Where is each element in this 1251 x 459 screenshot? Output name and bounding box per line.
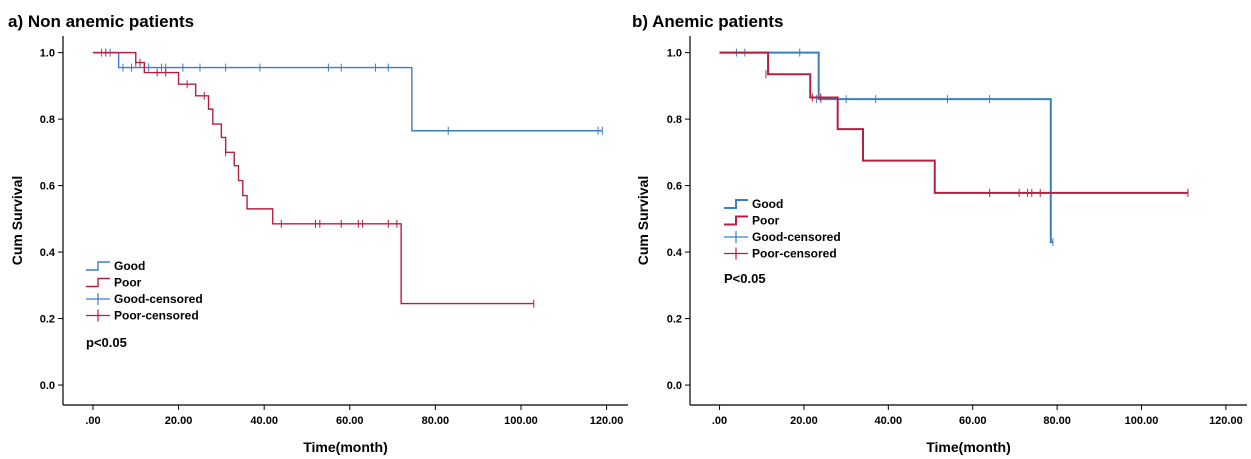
- panel-non-anemic: a) Non anemic patients 0.0 0.2 0.4 0.6 0.8 1.0…: [8, 12, 628, 455]
- series-line-good: [92, 51, 603, 132]
- legend-label: Good: [114, 259, 145, 273]
- legend-swatch: [86, 277, 110, 288]
- legend-swatch: [724, 215, 748, 226]
- p-value-annotation: P<0.05: [724, 271, 766, 286]
- legend-swatch: [724, 199, 748, 209]
- x-tick-label: 60.00: [959, 415, 987, 427]
- legend-label: Good-censored: [752, 230, 841, 244]
- chart-title: b) Anemic patients: [632, 12, 783, 31]
- y-tick-label: 0.4: [667, 247, 683, 259]
- panel-anemic: b) Anemic patients 0.0 0.2 0.4 0.6 0.8 1.0 .00 2…: [632, 12, 1247, 455]
- x-tick-label: 60.00: [336, 415, 364, 427]
- x-axis-label: Time(month): [303, 439, 388, 455]
- series-line-poor: [92, 51, 534, 305]
- legend-label: Poor: [752, 214, 780, 228]
- y-axis-label: Cum Survival: [9, 176, 25, 265]
- chart-title: a) Non anemic patients: [8, 12, 194, 31]
- x-tick-label: 20.00: [165, 415, 193, 427]
- x-tick-label: 100.00: [1125, 415, 1159, 427]
- y-tick-label: 0.0: [667, 380, 682, 392]
- y-tick-label: 1.0: [667, 48, 682, 60]
- x-tick-label: 100.00: [504, 415, 538, 427]
- legend-label: Good: [752, 197, 783, 211]
- y-tick-label: 0.6: [40, 181, 55, 193]
- legend-swatch: [86, 261, 110, 271]
- legend-label: Good-censored: [114, 292, 203, 306]
- x-axis-label: Time(month): [926, 439, 1011, 455]
- y-tick-label: 0.0: [40, 380, 55, 392]
- y-tick-label: 0.2: [667, 314, 682, 326]
- y-tick-label: 0.8: [667, 114, 682, 126]
- y-tick-label: 0.4: [40, 247, 56, 259]
- x-tick-label: 40.00: [875, 415, 903, 427]
- y-tick-label: 1.0: [40, 48, 55, 60]
- legend-label: Poor: [114, 276, 142, 290]
- x-tick-label: 20.00: [790, 415, 818, 427]
- x-tick-label: 80.00: [422, 415, 450, 427]
- x-tick-label: 80.00: [1043, 415, 1071, 427]
- series-line-good: [719, 51, 1053, 244]
- legend-label: Poor-censored: [752, 247, 837, 261]
- y-tick-label: 0.6: [667, 181, 682, 193]
- legend-label: Poor-censored: [114, 309, 199, 323]
- x-tick-label: .00: [712, 415, 727, 427]
- x-tick-label: 40.00: [250, 415, 278, 427]
- y-tick-label: 0.8: [40, 114, 55, 126]
- y-tick-label: 0.2: [40, 314, 55, 326]
- x-tick-label: 120.00: [590, 415, 624, 427]
- series-line-poor: [719, 51, 1188, 194]
- p-value-annotation: p<0.05: [86, 335, 127, 350]
- x-tick-label: 120.00: [1209, 415, 1243, 427]
- x-tick-label: .00: [85, 415, 100, 427]
- y-axis-label: Cum Survival: [635, 176, 651, 265]
